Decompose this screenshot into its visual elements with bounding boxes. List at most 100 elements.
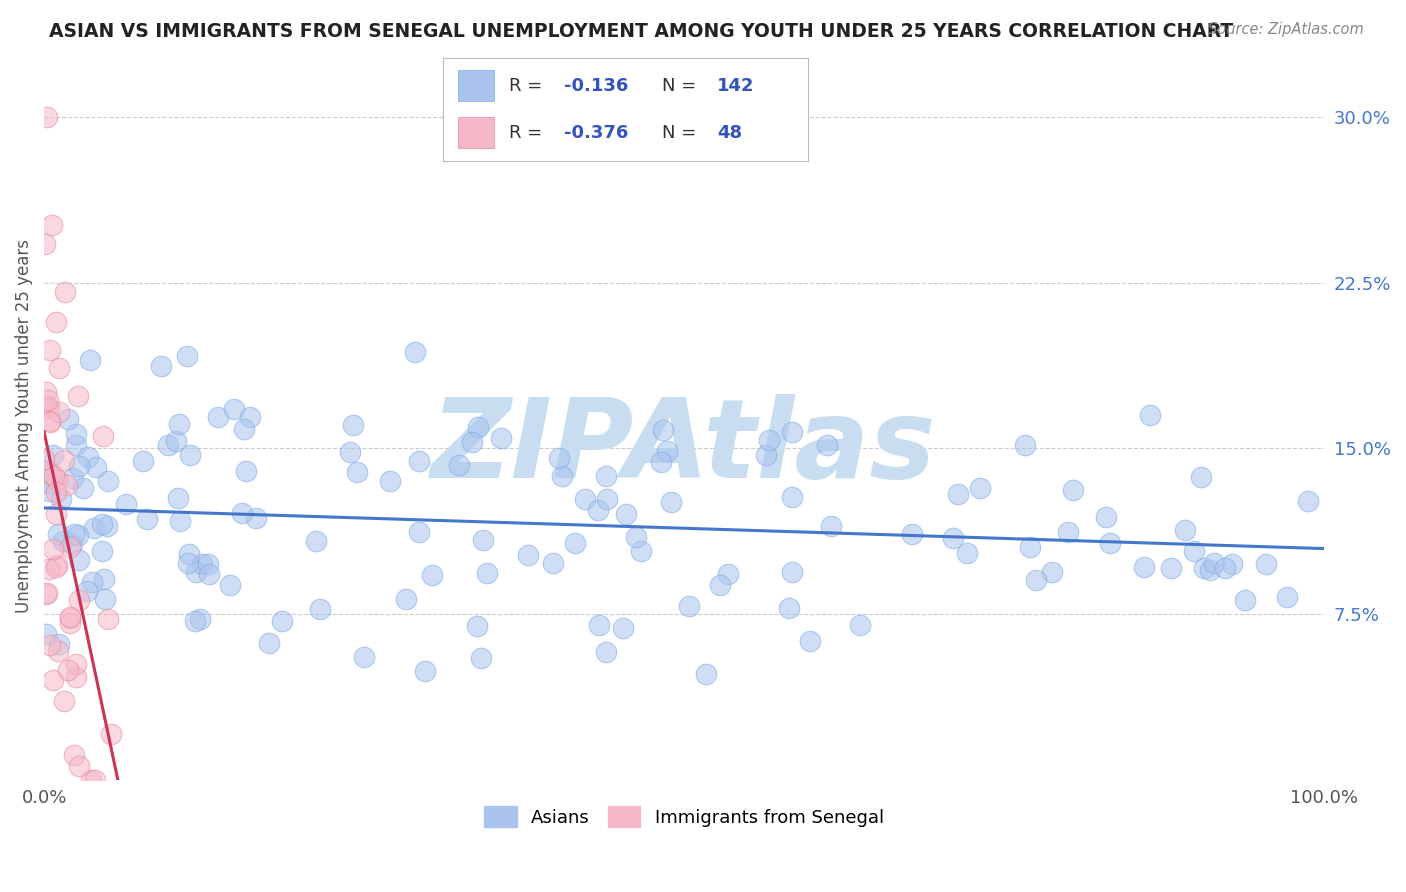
Point bbox=[42, 468, 65, 483]
Text: -0.136: -0.136 bbox=[564, 77, 628, 95]
Point bbox=[1275, 590, 1298, 604]
Point bbox=[59, 541, 82, 555]
Point bbox=[574, 492, 596, 507]
Point bbox=[1204, 556, 1226, 570]
Point bbox=[83, 521, 105, 535]
Point bbox=[157, 438, 180, 452]
Point bbox=[305, 533, 328, 548]
Point bbox=[780, 425, 803, 439]
Point bbox=[169, 514, 191, 528]
Point bbox=[848, 618, 870, 632]
Point bbox=[67, 593, 90, 607]
Point bbox=[58, 609, 80, 624]
Point bbox=[37, 399, 59, 413]
Point bbox=[1160, 561, 1182, 575]
Point bbox=[39, 415, 62, 429]
Point bbox=[969, 481, 991, 495]
Text: 48: 48 bbox=[717, 124, 742, 142]
Point bbox=[1094, 509, 1116, 524]
Point bbox=[820, 518, 842, 533]
Point bbox=[91, 428, 114, 442]
Point bbox=[408, 524, 430, 539]
Point bbox=[901, 527, 924, 541]
Point bbox=[59, 611, 82, 625]
Point bbox=[100, 726, 122, 740]
Point bbox=[39, 638, 62, 652]
Text: 142: 142 bbox=[717, 77, 755, 95]
Point bbox=[38, 562, 60, 576]
FancyBboxPatch shape bbox=[457, 118, 494, 148]
Point bbox=[76, 583, 98, 598]
Point bbox=[1056, 524, 1078, 539]
Point bbox=[132, 454, 155, 468]
Point bbox=[1014, 438, 1036, 452]
Point bbox=[461, 435, 484, 450]
Point bbox=[65, 657, 87, 671]
Point bbox=[184, 614, 207, 628]
Point bbox=[1198, 563, 1220, 577]
Point bbox=[76, 450, 98, 464]
Point bbox=[1213, 561, 1236, 575]
Point bbox=[66, 528, 89, 542]
Point bbox=[1025, 573, 1047, 587]
Point bbox=[395, 592, 418, 607]
Point bbox=[48, 637, 70, 651]
Point bbox=[475, 566, 498, 581]
Point bbox=[709, 578, 731, 592]
Point bbox=[96, 519, 118, 533]
Point bbox=[516, 548, 538, 562]
FancyBboxPatch shape bbox=[457, 70, 494, 101]
Point bbox=[39, 343, 62, 358]
Point bbox=[52, 694, 75, 708]
Point bbox=[62, 471, 84, 485]
Point bbox=[233, 422, 256, 436]
Point bbox=[471, 533, 494, 547]
Point bbox=[224, 402, 246, 417]
Point bbox=[595, 645, 617, 659]
Point bbox=[65, 670, 87, 684]
Text: R =: R = bbox=[509, 124, 548, 142]
Point bbox=[339, 445, 361, 459]
Point bbox=[67, 758, 90, 772]
Point bbox=[41, 448, 63, 462]
Point bbox=[35, 587, 58, 601]
Point bbox=[67, 552, 90, 566]
Point bbox=[97, 474, 120, 488]
Point bbox=[380, 474, 402, 488]
Point bbox=[179, 547, 201, 561]
Point bbox=[1133, 560, 1156, 574]
Point bbox=[177, 556, 200, 570]
Point bbox=[650, 455, 672, 469]
Point bbox=[1173, 523, 1195, 537]
Point bbox=[197, 557, 219, 571]
Point bbox=[56, 478, 79, 492]
Point bbox=[41, 218, 63, 232]
Point bbox=[309, 602, 332, 616]
Point bbox=[655, 443, 678, 458]
Point bbox=[37, 110, 59, 124]
Point bbox=[150, 359, 173, 373]
Point bbox=[45, 559, 67, 574]
Point bbox=[79, 352, 101, 367]
Point bbox=[51, 492, 73, 507]
Point bbox=[35, 385, 58, 400]
Point bbox=[58, 615, 80, 630]
Point bbox=[41, 541, 63, 556]
Point bbox=[38, 484, 60, 499]
Point bbox=[541, 556, 564, 570]
Point bbox=[191, 558, 214, 572]
Point bbox=[782, 565, 804, 579]
Point bbox=[114, 497, 136, 511]
Y-axis label: Unemployment Among Youth under 25 years: Unemployment Among Youth under 25 years bbox=[15, 239, 32, 614]
Point bbox=[408, 453, 430, 467]
Point bbox=[41, 673, 63, 688]
Point bbox=[37, 586, 59, 600]
Point bbox=[167, 417, 190, 431]
Point bbox=[1254, 557, 1277, 571]
Point bbox=[564, 536, 586, 550]
Point bbox=[815, 437, 838, 451]
Point bbox=[37, 464, 59, 478]
Point bbox=[1189, 470, 1212, 484]
Point bbox=[346, 465, 368, 479]
Point bbox=[1222, 558, 1244, 572]
